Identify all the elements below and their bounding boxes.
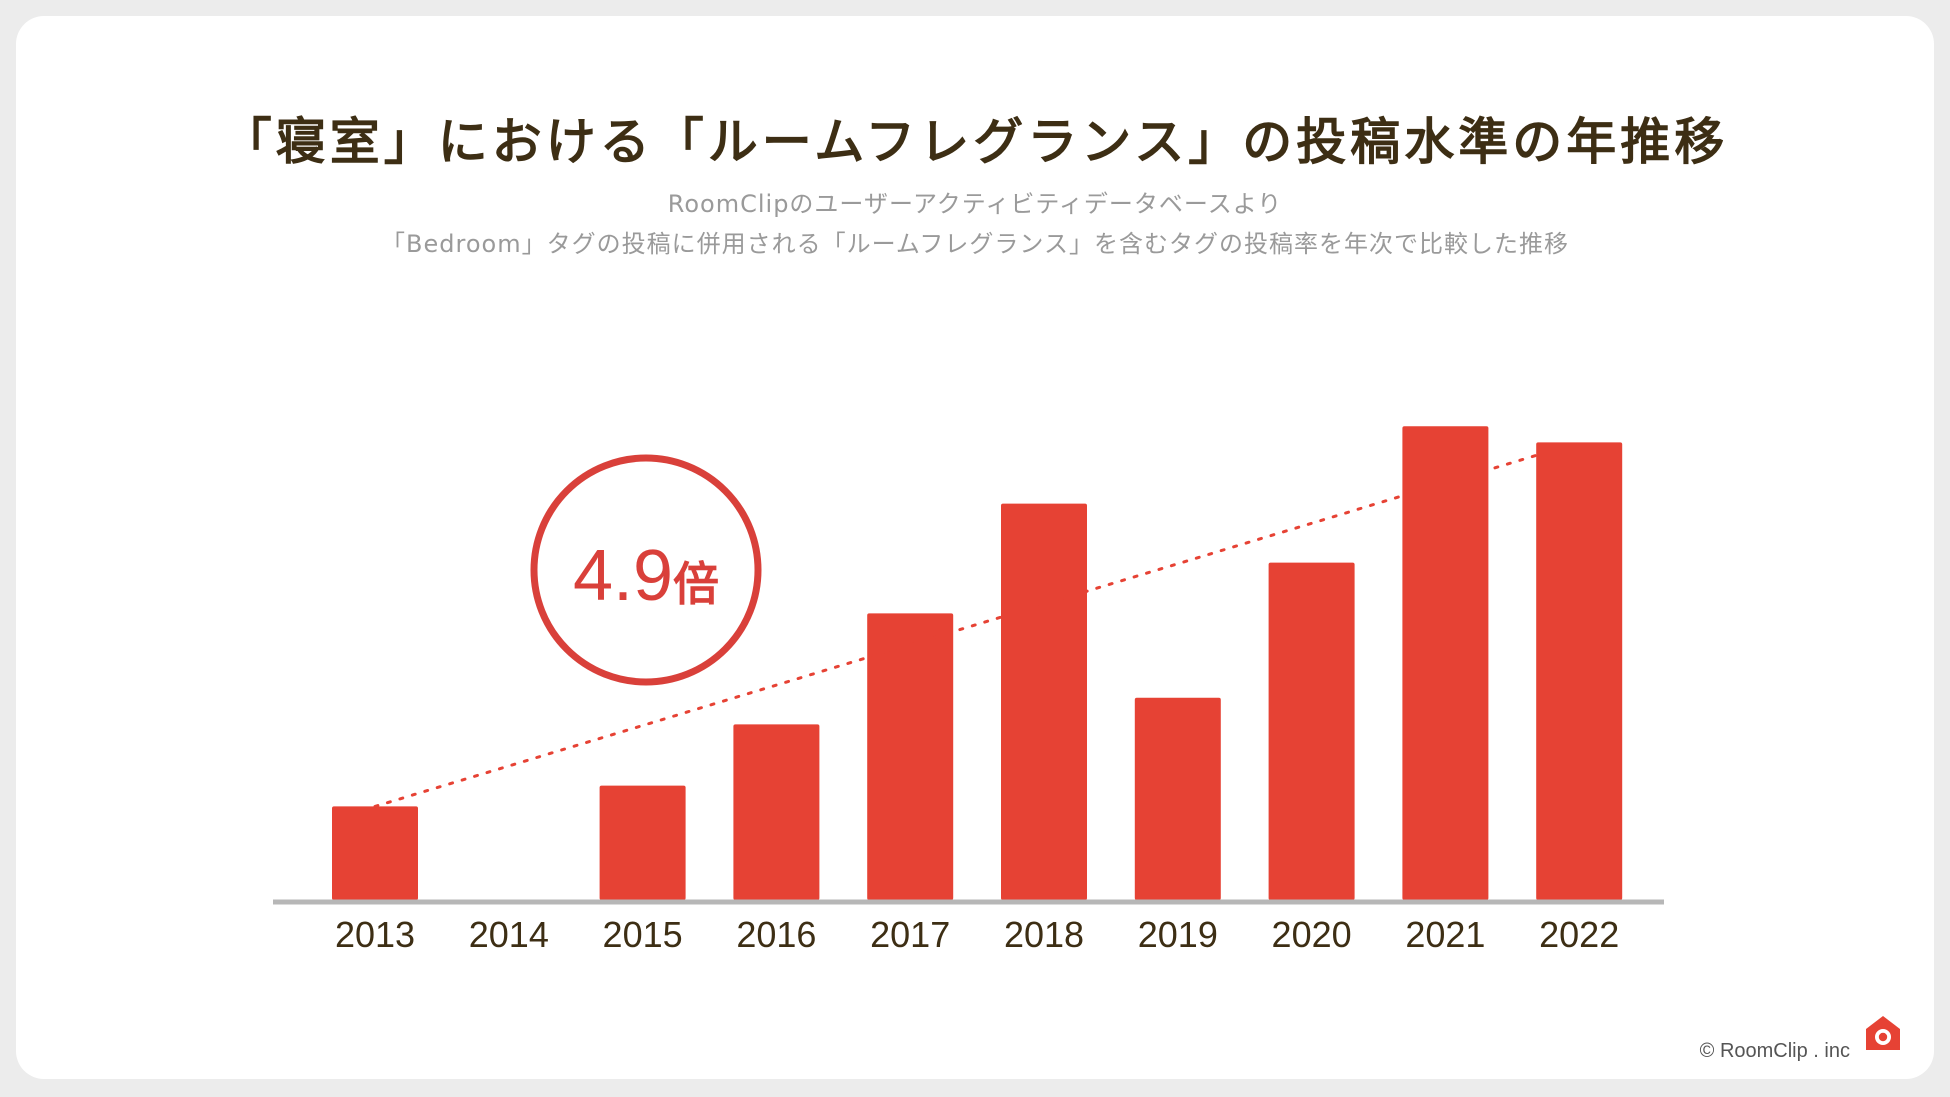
x-tick-label-2013: 2013 (335, 914, 415, 955)
bar-2016 (733, 724, 820, 900)
x-tick-label-2016: 2016 (736, 914, 816, 955)
bar-2015 (599, 785, 686, 900)
badge-unit: 倍 (673, 557, 719, 611)
bar-2022 (1536, 442, 1623, 900)
trend-line (373, 440, 1581, 808)
x-tick-labels: 2013 2014 2015 2016 2017 2018 2019 2020 2021 2022 (335, 914, 1619, 955)
bar-2017 (867, 613, 954, 900)
badge-circle (530, 454, 762, 686)
copyright-credit: © RoomClip . inc (1699, 1040, 1850, 1062)
multiplier-badge: 4.9倍 (530, 454, 762, 686)
roomclip-logo-icon (1866, 1016, 1900, 1050)
bars-group (332, 426, 1623, 900)
bar-2013 (332, 806, 418, 900)
x-tick-label-2018: 2018 (1004, 914, 1084, 955)
badge-value: 4.9 (573, 536, 673, 616)
bar-2021 (1402, 426, 1489, 900)
x-tick-label-2020: 2020 (1272, 914, 1352, 955)
x-tick-label-2017: 2017 (870, 914, 950, 955)
x-tick-label-2015: 2015 (603, 914, 683, 955)
chart-subtitle-line2: 「Bedroom」タグの投稿に併用される「ルームフレグランス」を含むタグの投稿率… (381, 230, 1569, 258)
x-tick-label-2022: 2022 (1539, 914, 1619, 955)
x-tick-label-2019: 2019 (1138, 914, 1218, 955)
bar-2019 (1134, 697, 1221, 900)
bar-2020 (1268, 562, 1355, 900)
chart-subtitle-line1: RoomClipのユーザーアクティビティデータベースより (667, 190, 1283, 218)
chart-title: 「寝室」における「ルームフレグランス」の投稿水準の年推移 (221, 113, 1729, 171)
x-tick-label-2014: 2014 (469, 914, 549, 955)
x-tick-label-2021: 2021 (1405, 914, 1485, 955)
badge-label: 4.9倍 (573, 536, 719, 616)
bar-2018 (1001, 503, 1087, 900)
